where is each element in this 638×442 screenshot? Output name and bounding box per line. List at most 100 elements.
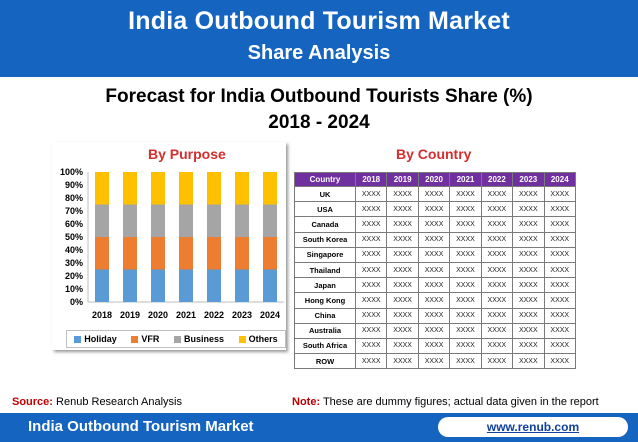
bar-segment-business xyxy=(207,204,221,237)
website-link[interactable]: www.renub.com xyxy=(438,417,628,437)
purpose-stacked-bar-chart: 0% 10% 20% 30% 40% 50% 60% 70% 80% 90% 100% 2018 201… xyxy=(60,167,284,320)
y-tick-label: 60% xyxy=(65,219,83,229)
y-tick-label: 20% xyxy=(65,271,83,281)
share-value-cell: XXXX xyxy=(354,307,388,324)
share-value-cell: XXXX xyxy=(386,277,419,294)
legend-label: VFR xyxy=(141,334,160,344)
y-tick-label: 80% xyxy=(65,193,83,203)
share-value-cell: XXXX xyxy=(543,353,577,370)
share-value-cell: XXXX xyxy=(512,261,545,279)
share-value-cell: XXXX xyxy=(417,292,451,309)
share-value-cell: XXXX xyxy=(480,353,514,370)
note-text: These are dummy figures; actual data giv… xyxy=(320,396,599,408)
country-name-cell: Singapore xyxy=(294,246,356,263)
share-value-cell: XXXX xyxy=(543,322,577,339)
share-value-cell: XXXX xyxy=(512,277,545,294)
share-value-cell: XXXX xyxy=(417,307,451,324)
bar-segment-business xyxy=(179,204,193,237)
legend-label: Business xyxy=(184,334,225,344)
share-value-cell: XXXX xyxy=(543,337,577,355)
y-tick-label: 40% xyxy=(65,245,83,255)
footer-title: India Outbound Tourism Market xyxy=(28,418,254,435)
x-tick-label: 2023 xyxy=(232,310,252,320)
share-value-cell: XXXX xyxy=(386,353,419,370)
bar-segment-others xyxy=(207,172,221,205)
bar-segment-holiday xyxy=(235,269,249,302)
share-value-cell: XXXX xyxy=(480,216,514,233)
table-row: USA XXXX XXXX XXXX XXXX XXXX XXXX XXXX xyxy=(294,201,577,218)
share-value-cell: XXXX xyxy=(543,292,577,309)
table-row: UK XXXX XXXX XXXX XXXX XXXX XXXX XXXX xyxy=(294,185,577,203)
share-value-cell: XXXX xyxy=(512,307,545,324)
share-value-cell: XXXX xyxy=(480,185,514,203)
share-value-cell: XXXX xyxy=(449,337,482,355)
legend-label: Others xyxy=(248,334,278,344)
bar-segment-vfr xyxy=(95,237,109,270)
bar-segment-holiday xyxy=(263,269,277,302)
share-value-cell: XXXX xyxy=(417,261,451,279)
country-name-cell: UK xyxy=(294,185,356,203)
share-value-cell: XXXX xyxy=(480,307,514,324)
bar-segment-holiday xyxy=(179,269,193,302)
share-value-cell: XXXX xyxy=(386,231,419,248)
share-value-cell: XXXX xyxy=(480,201,514,218)
bar-segment-business xyxy=(95,204,109,237)
country-name-cell: South Africa xyxy=(294,337,356,355)
y-tick-label: 0% xyxy=(70,297,83,307)
bar-segment-vfr xyxy=(263,237,277,270)
share-value-cell: XXXX xyxy=(543,201,577,218)
share-value-cell: XXXX xyxy=(449,216,482,233)
bar-segment-vfr xyxy=(123,237,137,270)
legend-item-holiday: Holiday xyxy=(74,334,117,344)
share-value-cell: XXXX xyxy=(354,353,388,370)
share-value-cell: XXXX xyxy=(480,261,514,279)
header-subtitle: Share Analysis xyxy=(247,42,391,64)
table-row: South Africa XXXX XXXX XXXX XXXX XXXX XXXX XXXX xyxy=(294,337,577,355)
bar-segment-business xyxy=(123,204,137,237)
column-header: 2024 xyxy=(543,172,577,187)
share-value-cell: XXXX xyxy=(449,246,482,263)
bar-segment-business xyxy=(235,204,249,237)
bar-segment-others xyxy=(263,172,277,205)
bar-segment-holiday xyxy=(123,269,137,302)
bar-segment-others xyxy=(235,172,249,205)
column-header: 2018 xyxy=(354,172,388,187)
legend-item-others: Others xyxy=(238,334,278,344)
column-header: 2022 xyxy=(480,172,514,187)
share-value-cell: XXXX xyxy=(386,185,419,203)
share-value-cell: XXXX xyxy=(449,307,482,324)
x-tick-label: 2022 xyxy=(204,310,224,320)
table-row: Canada XXXX XXXX XXXX XXXX XXXX XXXX XXXX xyxy=(294,216,577,233)
table-row: China XXXX XXXX XXXX XXXX XXXX XXXX XXXX xyxy=(294,307,577,324)
share-value-cell: XXXX xyxy=(354,261,388,279)
table-row: Thailand XXXX XXXX XXXX XXXX XXXX XXXX XXXX xyxy=(294,261,577,279)
country-table-title: By Country xyxy=(396,146,472,162)
bar-segment-others xyxy=(151,172,165,205)
bar-segment-holiday xyxy=(95,269,109,302)
share-value-cell: XXXX xyxy=(417,246,451,263)
share-value-cell: XXXX xyxy=(386,261,419,279)
share-value-cell: XXXX xyxy=(512,246,545,263)
bar-segment-vfr xyxy=(207,237,221,270)
table-row: ROW XXXX XXXX XXXX XXXX XXXX XXXX XXXX xyxy=(294,353,577,370)
header-banner: India Outbound Tourism Market Share Anal… xyxy=(0,0,638,77)
share-value-cell: XXXX xyxy=(417,201,451,218)
legend-swatch xyxy=(74,335,82,343)
share-value-cell: XXXX xyxy=(480,292,514,309)
table-row: Singapore XXXX XXXX XXXX XXXX XXXX XXXX XXXX xyxy=(294,246,577,263)
share-value-cell: XXXX xyxy=(543,231,577,248)
legend-swatch xyxy=(131,335,139,343)
country-name-cell: ROW xyxy=(294,353,356,370)
share-value-cell: XXXX xyxy=(480,231,514,248)
bar-segment-holiday xyxy=(151,269,165,302)
share-value-cell: XXXX xyxy=(512,337,545,355)
share-value-cell: XXXX xyxy=(386,322,419,339)
bar-segment-others xyxy=(123,172,137,205)
legend-label: Holiday xyxy=(84,334,117,344)
share-value-cell: XXXX xyxy=(417,185,451,203)
y-tick-label: 50% xyxy=(65,232,83,242)
bar-segment-others xyxy=(95,172,109,205)
share-value-cell: XXXX xyxy=(512,322,545,339)
country-name-cell: Japan xyxy=(294,277,356,294)
share-value-cell: XXXX xyxy=(512,292,545,309)
